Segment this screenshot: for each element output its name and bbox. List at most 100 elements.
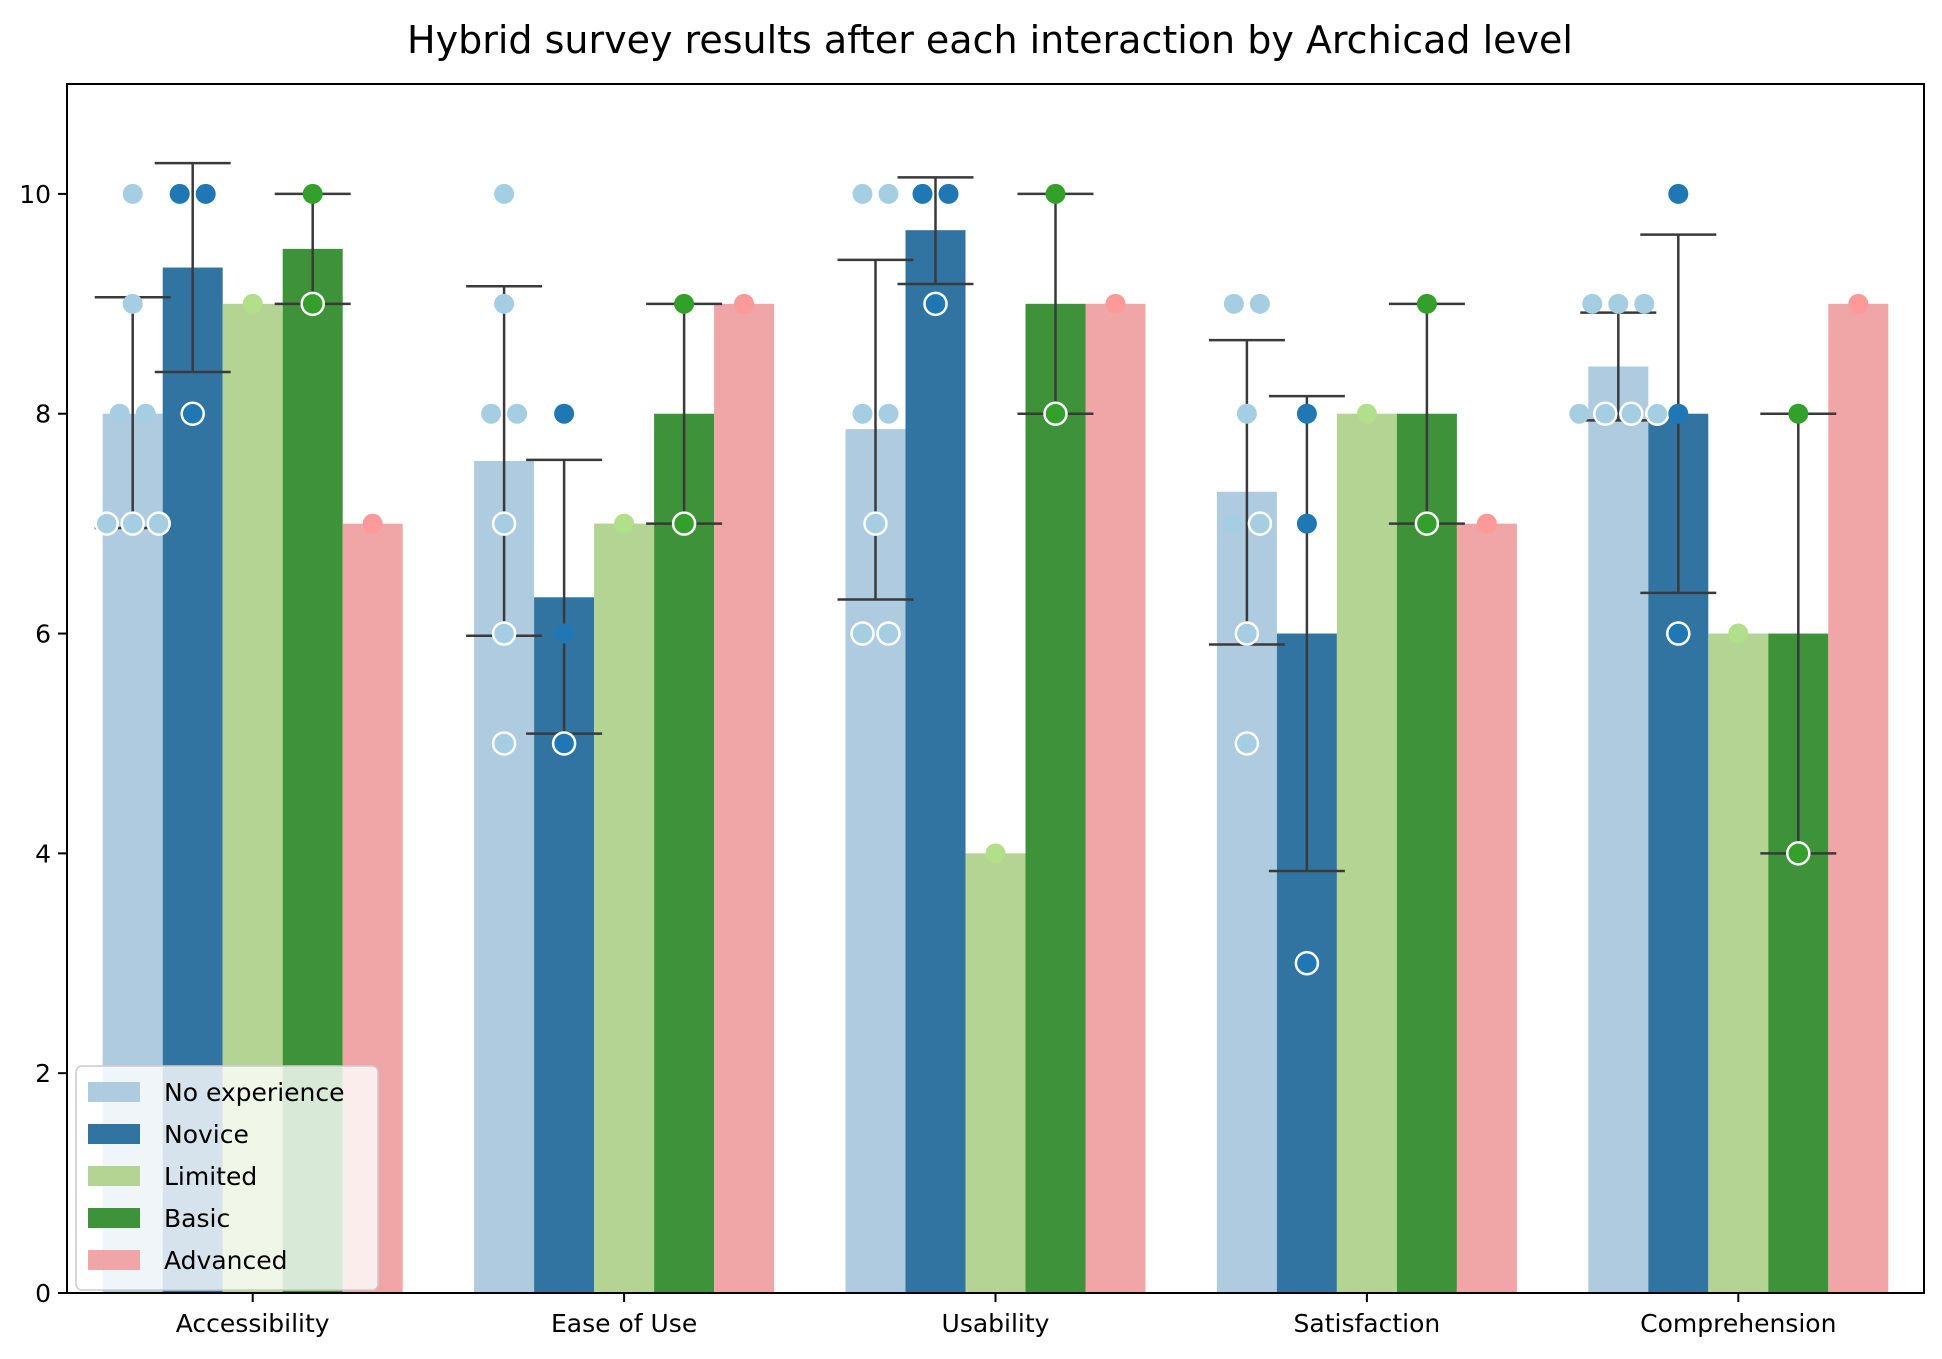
legend-label-0: No experience bbox=[164, 1078, 345, 1107]
legend: No experience Novice Limited Basic Advanced bbox=[75, 1065, 379, 1291]
bar-1-2 bbox=[594, 523, 655, 1293]
point-0-0-5 bbox=[120, 511, 145, 536]
bar-3-2 bbox=[1336, 413, 1397, 1293]
legend-label-2: Limited bbox=[164, 1162, 257, 1191]
point-0-0-4 bbox=[94, 511, 119, 536]
point-1-0-5 bbox=[491, 621, 517, 646]
point-0-4-0 bbox=[362, 513, 383, 534]
point-0-1-2 bbox=[180, 401, 205, 426]
point-2-0-5 bbox=[850, 621, 875, 646]
point-2-0-1 bbox=[878, 183, 899, 204]
point-2-3-1 bbox=[1043, 401, 1068, 426]
chart-title: Hybrid survey results after each interac… bbox=[407, 18, 1573, 62]
point-3-2-0 bbox=[1356, 403, 1377, 424]
bar-4-2 bbox=[1708, 633, 1769, 1293]
bar-1-3 bbox=[654, 413, 715, 1293]
point-3-0-3 bbox=[1223, 513, 1244, 534]
point-0-0-6 bbox=[146, 511, 171, 536]
point-4-0-3 bbox=[1569, 403, 1590, 424]
point-1-1-1 bbox=[554, 623, 575, 644]
point-3-0-2 bbox=[1236, 403, 1257, 424]
point-4-0-2 bbox=[1634, 293, 1655, 314]
x-tick-label-0: Accessibility bbox=[176, 1309, 330, 1338]
bar-1-4 bbox=[714, 303, 775, 1293]
legend-label-3: Basic bbox=[164, 1204, 230, 1233]
point-1-0-1 bbox=[494, 293, 515, 314]
point-4-0-4 bbox=[1593, 401, 1618, 426]
y-tick-label-2: 2 bbox=[35, 1059, 51, 1088]
point-2-4-0 bbox=[1105, 293, 1126, 314]
x-tick-label-3: Satisfaction bbox=[1294, 1309, 1441, 1338]
point-4-3-1 bbox=[1786, 841, 1811, 866]
legend-label-1: Novice bbox=[164, 1120, 249, 1149]
point-1-3-0 bbox=[674, 293, 695, 314]
point-0-2-0 bbox=[242, 293, 263, 314]
point-2-0-4 bbox=[863, 511, 888, 536]
point-3-0-5 bbox=[1234, 621, 1260, 646]
error-bar-3-1 bbox=[1268, 394, 1345, 873]
y-tick-label-4: 4 bbox=[35, 839, 51, 868]
y-tick-label-8: 8 bbox=[35, 400, 51, 429]
point-3-0-4 bbox=[1247, 511, 1273, 536]
point-0-0-0 bbox=[122, 183, 143, 204]
point-2-2-0 bbox=[985, 843, 1006, 864]
point-0-0-2 bbox=[109, 403, 130, 424]
bar-3-4 bbox=[1456, 523, 1517, 1293]
point-3-0-1 bbox=[1249, 293, 1270, 314]
point-1-0-6 bbox=[491, 731, 517, 756]
legend-swatch-0 bbox=[88, 1082, 140, 1102]
point-0-1-1 bbox=[195, 183, 216, 204]
bar-2-3 bbox=[1025, 303, 1086, 1293]
point-4-4-0 bbox=[1848, 293, 1869, 314]
bar-2-1 bbox=[905, 230, 966, 1294]
point-1-0-0 bbox=[494, 183, 515, 204]
point-3-3-0 bbox=[1416, 293, 1437, 314]
point-4-1-2 bbox=[1666, 621, 1691, 646]
point-4-1-1 bbox=[1668, 403, 1689, 424]
legend-swatch-1 bbox=[88, 1124, 140, 1144]
legend-label-4: Advanced bbox=[164, 1246, 288, 1275]
point-3-1-0 bbox=[1296, 403, 1317, 424]
point-1-4-0 bbox=[734, 293, 755, 314]
point-1-2-0 bbox=[614, 513, 635, 534]
point-1-0-4 bbox=[491, 511, 517, 536]
point-2-1-2 bbox=[923, 291, 948, 317]
point-1-0-3 bbox=[507, 403, 528, 424]
bar-3-3 bbox=[1396, 413, 1457, 1293]
y-tick-label-0: 0 bbox=[35, 1279, 51, 1308]
point-4-0-5 bbox=[1619, 401, 1644, 426]
point-2-0-2 bbox=[852, 403, 873, 424]
point-2-1-0 bbox=[912, 183, 933, 204]
point-2-0-3 bbox=[878, 403, 899, 424]
bar-2-4 bbox=[1085, 303, 1146, 1293]
point-0-0-1 bbox=[122, 293, 143, 314]
legend-swatch-4 bbox=[88, 1250, 140, 1270]
point-4-0-1 bbox=[1608, 293, 1629, 314]
x-tick-label-1: Ease of Use bbox=[551, 1309, 697, 1338]
legend-box bbox=[75, 1065, 379, 1291]
point-3-1-2 bbox=[1294, 951, 1320, 976]
point-4-0-0 bbox=[1582, 293, 1603, 314]
point-2-0-6 bbox=[876, 621, 901, 646]
point-1-0-2 bbox=[481, 403, 502, 424]
point-0-1-0 bbox=[169, 183, 190, 204]
error-bar-2-0 bbox=[837, 258, 914, 601]
point-3-4-0 bbox=[1476, 513, 1497, 534]
bar-4-4 bbox=[1828, 303, 1889, 1293]
point-2-0-0 bbox=[852, 183, 873, 204]
point-4-1-0 bbox=[1668, 183, 1689, 204]
point-0-0-3 bbox=[135, 403, 156, 424]
point-4-0-6 bbox=[1645, 401, 1670, 426]
error-bar-0-1 bbox=[154, 161, 231, 374]
point-0-3-1 bbox=[300, 291, 325, 317]
bar-4-0 bbox=[1588, 366, 1649, 1293]
point-3-1-1 bbox=[1296, 513, 1317, 534]
point-2-3-0 bbox=[1045, 183, 1066, 204]
error-bar-2-1 bbox=[897, 176, 974, 286]
legend-swatch-3 bbox=[88, 1208, 140, 1228]
point-1-1-2 bbox=[551, 731, 577, 756]
point-3-3-1 bbox=[1414, 511, 1440, 536]
point-3-0-0 bbox=[1223, 293, 1244, 314]
legend-swatch-2 bbox=[88, 1166, 140, 1186]
